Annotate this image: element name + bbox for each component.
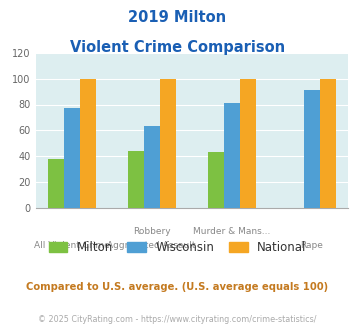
Bar <box>304 90 320 208</box>
Bar <box>144 126 160 208</box>
Text: Compared to U.S. average. (U.S. average equals 100): Compared to U.S. average. (U.S. average … <box>26 282 329 292</box>
Bar <box>127 151 144 208</box>
Text: All Violent Crime: All Violent Crime <box>34 241 109 250</box>
Text: Murder & Mans...: Murder & Mans... <box>193 227 271 236</box>
Bar <box>224 103 240 208</box>
Bar <box>240 79 256 208</box>
Legend: Milton, Wisconsin, National: Milton, Wisconsin, National <box>49 241 306 254</box>
Bar <box>320 79 336 208</box>
Text: Rape: Rape <box>300 241 323 250</box>
Bar <box>80 79 95 208</box>
Text: Robbery: Robbery <box>133 227 170 236</box>
Text: Violent Crime Comparison: Violent Crime Comparison <box>70 40 285 54</box>
Bar <box>160 79 176 208</box>
Text: Aggravated Assault: Aggravated Assault <box>108 241 196 250</box>
Bar <box>48 159 64 208</box>
Bar <box>64 108 80 208</box>
Text: 2019 Milton: 2019 Milton <box>129 10 226 25</box>
Bar <box>208 152 224 208</box>
Text: © 2025 CityRating.com - https://www.cityrating.com/crime-statistics/: © 2025 CityRating.com - https://www.city… <box>38 315 317 324</box>
